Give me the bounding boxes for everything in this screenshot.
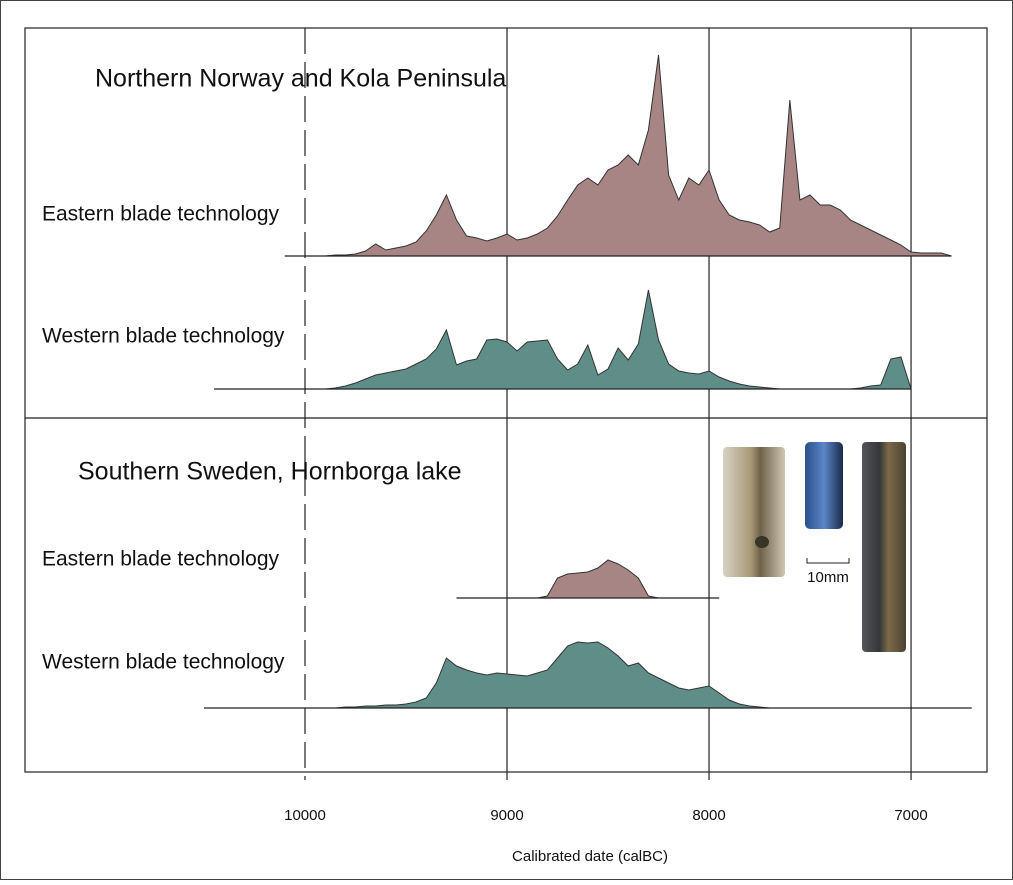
scale-label: 10mm — [807, 569, 849, 586]
scale-bar — [806, 558, 850, 564]
blade-photo — [723, 447, 785, 577]
x-tick-label: 7000 — [894, 807, 927, 824]
panel-title: Northern Norway and Kola Peninsula — [95, 65, 506, 93]
row-label: Eastern blade technology — [42, 548, 279, 571]
x-tick-label: 9000 — [490, 807, 523, 824]
x-tick-label: 10000 — [284, 807, 326, 824]
area — [284, 54, 952, 257]
x-tick-label: 8000 — [692, 807, 725, 824]
panel-title: Southern Sweden, Hornborga lake — [78, 458, 462, 486]
areas — [203, 54, 972, 709]
x-axis-label: Calibrated date (calBC) — [512, 848, 668, 865]
row-label: Western blade technology — [42, 651, 285, 674]
plot-frame — [24, 27, 988, 773]
row-label: Western blade technology — [42, 325, 285, 348]
area — [203, 641, 972, 709]
blade-photo-spot — [755, 536, 769, 548]
blade-photos: 10mm — [723, 442, 906, 652]
blade-photo — [805, 442, 843, 529]
row-label: Eastern blade technology — [42, 203, 279, 226]
grid — [304, 28, 912, 780]
area — [456, 559, 720, 599]
blade-photo — [862, 442, 906, 652]
area — [214, 289, 912, 390]
